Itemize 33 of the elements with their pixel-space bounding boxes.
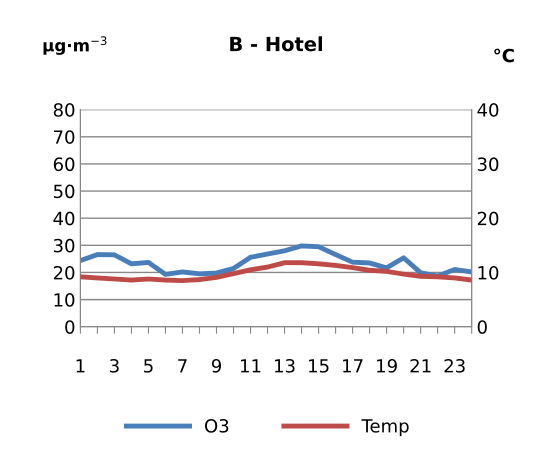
y-tick-label: 10 xyxy=(54,293,74,307)
x-tick-label: 7 xyxy=(178,359,187,372)
y-tick-label: 20 xyxy=(54,266,74,280)
y-tick-label: 40 xyxy=(53,212,74,226)
y-tick-label: 70 xyxy=(54,130,74,144)
y2-axis-title: °C xyxy=(494,48,514,62)
chart-title: B - Hotel xyxy=(230,36,322,52)
y-tick-label: 60 xyxy=(54,157,74,172)
line-series xyxy=(80,243,472,278)
legend-label: O3 xyxy=(205,419,228,433)
x-tick-label: 23 xyxy=(444,359,465,373)
y-tick-label: 30 xyxy=(54,238,74,252)
x-tick-label: 3 xyxy=(110,359,119,373)
x-tick-label: 19 xyxy=(377,359,397,373)
x-tick-label: 17 xyxy=(343,359,363,372)
x-tick-label: 11 xyxy=(241,359,260,372)
x-tick-label: 13 xyxy=(275,359,295,373)
y-tick-label: 80 xyxy=(54,103,74,117)
x-tick-label: 21 xyxy=(410,359,430,372)
y2-tick-label: 20 xyxy=(478,212,498,226)
x-tick-label: 1 xyxy=(76,359,84,372)
x-tick-label: 9 xyxy=(212,359,221,373)
y-tick-label: 50 xyxy=(54,184,74,198)
legend-label: Temp xyxy=(361,419,409,436)
x-tick-label: 5 xyxy=(144,359,153,373)
y-axis-title: µg·m$^{−3}$ xyxy=(44,36,106,55)
y2-tick-label: 30 xyxy=(478,157,498,172)
y-tick-label: 0 xyxy=(65,320,74,334)
line-series xyxy=(80,260,472,284)
y2-tick-label: 0 xyxy=(478,320,487,334)
y2-tick-label: 10 xyxy=(478,266,498,280)
x-tick-label: 15 xyxy=(309,359,328,373)
y2-tick-label: 40 xyxy=(477,103,498,117)
